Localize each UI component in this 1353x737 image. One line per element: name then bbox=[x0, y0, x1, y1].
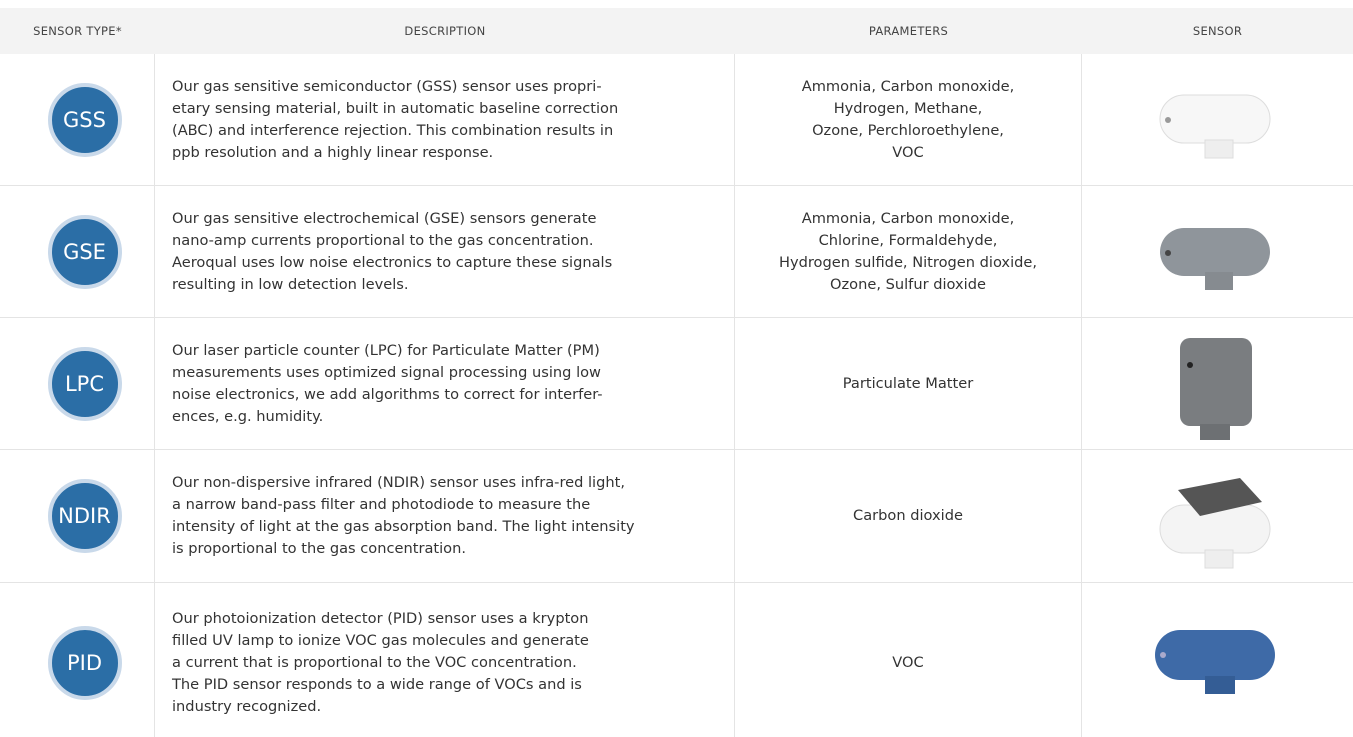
sensor-images bbox=[0, 0, 1353, 737]
gss-sensor-image bbox=[1160, 95, 1270, 158]
pid-sensor-image bbox=[1155, 630, 1275, 694]
page: SENSOR TYPE*DESCRIPTIONPARAMETERSSENSORG… bbox=[0, 0, 1353, 737]
gse-sensor-image bbox=[1160, 228, 1270, 290]
ndir-sensor-image bbox=[1160, 478, 1270, 568]
lpc-sensor-image bbox=[1180, 338, 1252, 440]
